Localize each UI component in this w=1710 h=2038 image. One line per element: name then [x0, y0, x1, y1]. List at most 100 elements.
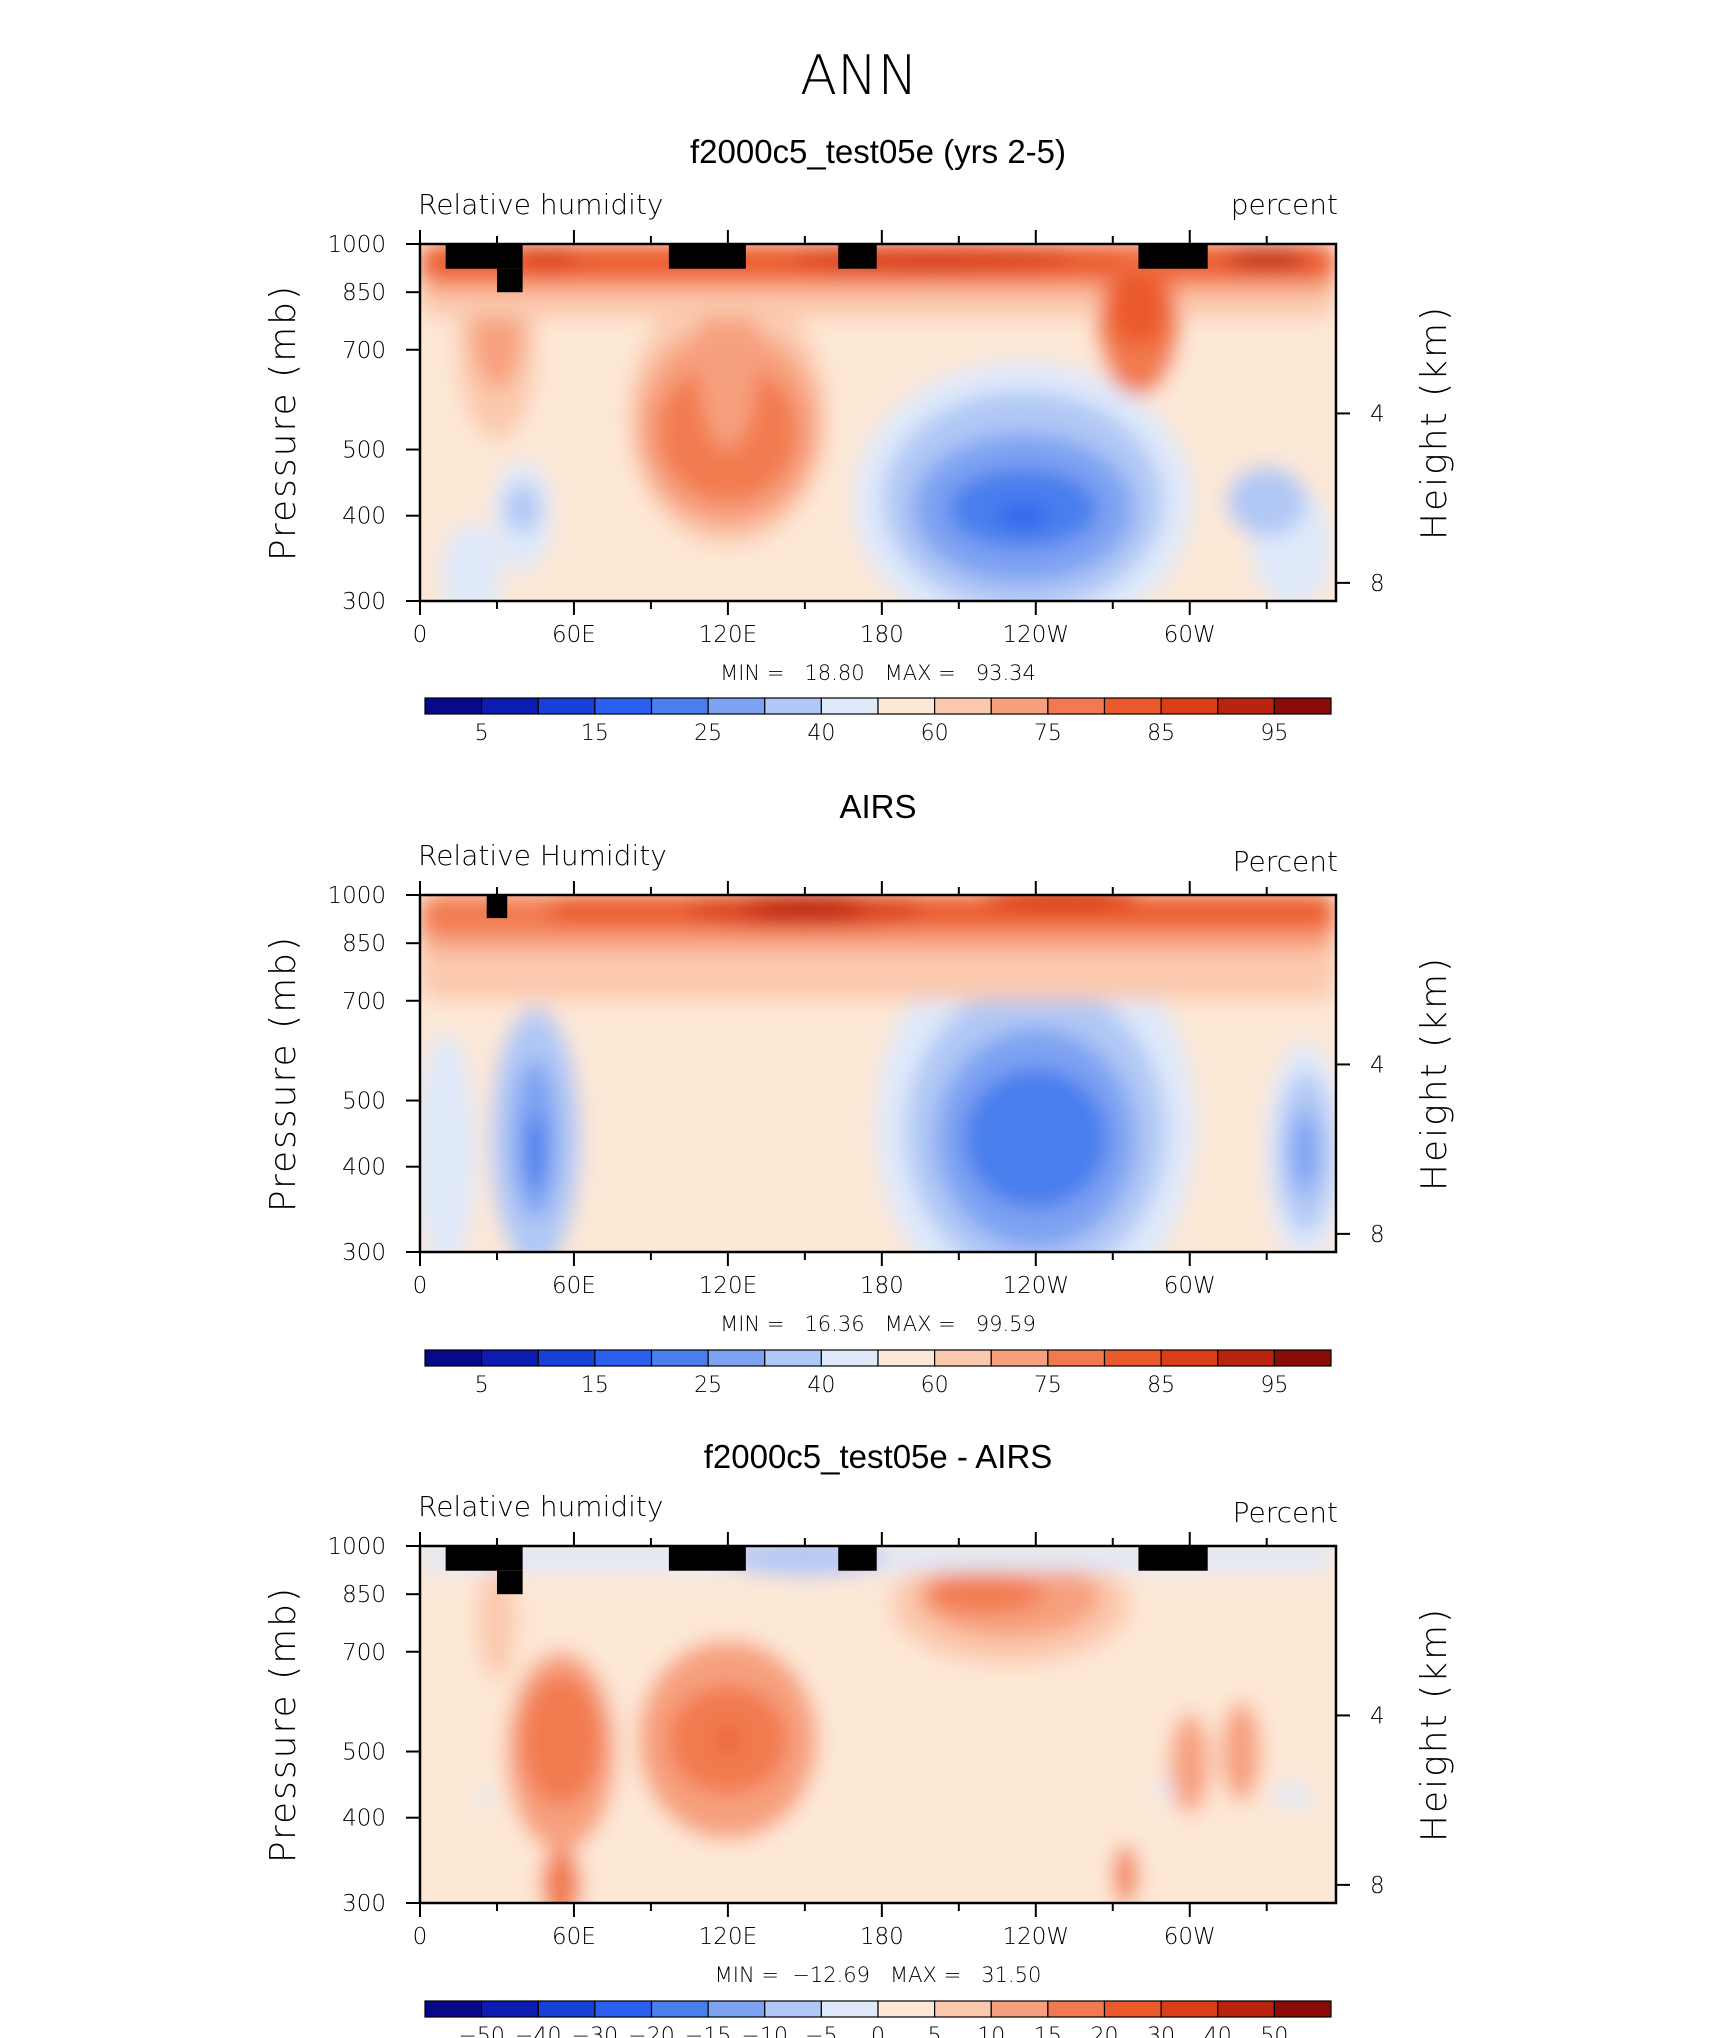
x-tick-label: 60W — [1164, 622, 1216, 648]
contour-region — [963, 1068, 1108, 1209]
y-tick-label: 500 — [342, 1740, 386, 1766]
x-tick-label: 120E — [699, 1924, 757, 1950]
colorbar-swatch — [1273, 2000, 1332, 2018]
colorbar-swatch — [877, 1349, 936, 1367]
colorbar-label: −5 — [805, 2024, 837, 2038]
colorbar: 5 15 25 40 60 75 85 95 — [424, 1349, 1332, 1398]
contour-region — [744, 898, 865, 919]
contour-region — [1154, 1779, 1175, 1800]
colorbar-swatch — [820, 697, 879, 715]
colorbar-swatch — [934, 1349, 992, 1367]
land-block — [486, 895, 508, 919]
contour-region — [1226, 466, 1307, 537]
plot-frame — [418, 242, 1338, 603]
y-tick-label: 1000 — [327, 1534, 386, 1560]
y-tick-label: 500 — [342, 1089, 386, 1115]
colorbar-label: 0 — [871, 2024, 885, 2038]
land-block — [496, 268, 523, 293]
colorbar-label: 60 — [921, 721, 949, 746]
colorbar-label: 20 — [1091, 2024, 1119, 2038]
y-tick-label: 850 — [342, 1582, 386, 1608]
plot-frame — [418, 1544, 1338, 1905]
colorbar-label: 15 — [1034, 2024, 1062, 2038]
colorbar-swatch — [1047, 2000, 1106, 2018]
colorbar-label: 15 — [581, 721, 609, 746]
y-tick-label: 400 — [342, 1806, 386, 1832]
contour-region — [715, 1729, 740, 1750]
contour-field — [420, 1546, 1336, 1903]
contour-blobs — [420, 895, 1336, 1252]
y-right-axis-title: Height (km) — [1414, 1607, 1455, 1842]
x-tick-label: 120W — [1002, 622, 1069, 648]
y-right-tick-label: 8 — [1370, 1222, 1385, 1248]
panel-title: AIRS — [839, 788, 916, 825]
x-tick-label: 120E — [699, 622, 757, 648]
x-tick-label: 120E — [699, 1273, 757, 1299]
y-right-axis-title: Height (km) — [1414, 305, 1455, 540]
contour-region — [521, 1674, 602, 1805]
contour-region — [1272, 1784, 1313, 1809]
colorbar-swatch — [594, 2000, 653, 2018]
colorbar-label: 10 — [977, 2024, 1005, 2038]
min-max-stat: MIN = 18.80 MAX = 93.34 — [720, 661, 1036, 685]
colorbar-swatch — [1103, 1349, 1162, 1367]
land-block — [496, 1570, 523, 1595]
colorbar-swatch — [1273, 1349, 1332, 1367]
land-mask — [486, 895, 508, 919]
contour-blobs — [420, 1546, 1336, 1903]
colorbar-swatch — [481, 1349, 539, 1367]
colorbar-swatch — [877, 697, 936, 715]
colorbar-label: −30 — [572, 2024, 618, 2038]
land-block — [445, 244, 523, 269]
contour-region — [441, 522, 502, 601]
x-tick-label: 180 — [860, 622, 904, 648]
panel-model: f2000c5_test05e (yrs 2-5) Relative humidi… — [263, 133, 1455, 746]
panel-title: f2000c5_test05e - AIRS — [704, 1438, 1053, 1475]
colorbar-swatch — [1273, 697, 1332, 715]
colorbar-label: 25 — [694, 721, 722, 746]
colorbar-label: 95 — [1260, 1373, 1288, 1398]
y-right-tick-label: 4 — [1370, 401, 1385, 427]
y-right-axis-title: Height (km) — [1414, 956, 1455, 1191]
land-block — [1138, 1546, 1208, 1571]
y-tick-label: 400 — [342, 1155, 386, 1181]
contour-region — [476, 1786, 493, 1807]
x-tick-label: 120W — [1002, 1273, 1069, 1299]
y-tick-label: 850 — [342, 280, 386, 306]
land-block — [668, 1546, 746, 1571]
x-tick-label: 0 — [413, 622, 428, 648]
y-tick-label: 300 — [342, 1240, 386, 1266]
colorbar-swatch — [707, 2000, 766, 2018]
colorbar-swatch — [764, 2000, 822, 2018]
colorbar-label: 15 — [581, 1373, 609, 1398]
land-block — [838, 244, 877, 269]
x-tick-label: 60E — [552, 622, 596, 648]
contour-region — [1113, 1844, 1138, 1903]
colorbar-label: −10 — [742, 2024, 788, 2038]
x-tick-label: 180 — [860, 1924, 904, 1950]
plot-frame — [418, 893, 1338, 1254]
panel-diff: f2000c5_test05e - AIRS Relative humidity P… — [263, 1438, 1455, 2038]
colorbar-swatch — [707, 697, 766, 715]
colorbar-swatch — [820, 1349, 879, 1367]
land-block — [668, 244, 746, 269]
colorbar-label: 30 — [1147, 2024, 1175, 2038]
colorbar-label: 40 — [807, 1373, 835, 1398]
colorbar-swatch — [1160, 2000, 1219, 2018]
colorbar-label: 50 — [1260, 2024, 1288, 2038]
x-tick-label: 60E — [552, 1924, 596, 1950]
contour-region — [1221, 1701, 1262, 1802]
colorbar-swatch — [537, 1349, 596, 1367]
x-tick-label: 0 — [413, 1273, 428, 1299]
units-label: Percent — [1233, 1496, 1338, 1529]
y-tick-label: 1000 — [327, 883, 386, 909]
contour-region — [924, 1576, 1045, 1613]
colorbar-label: −15 — [685, 2024, 731, 2038]
y-tick-label: 700 — [342, 1640, 386, 1666]
colorbar-swatch — [424, 1349, 483, 1367]
y-tick-label: 700 — [342, 989, 386, 1015]
y-tick-label: 700 — [342, 338, 386, 364]
contour-blobs — [420, 244, 1336, 601]
